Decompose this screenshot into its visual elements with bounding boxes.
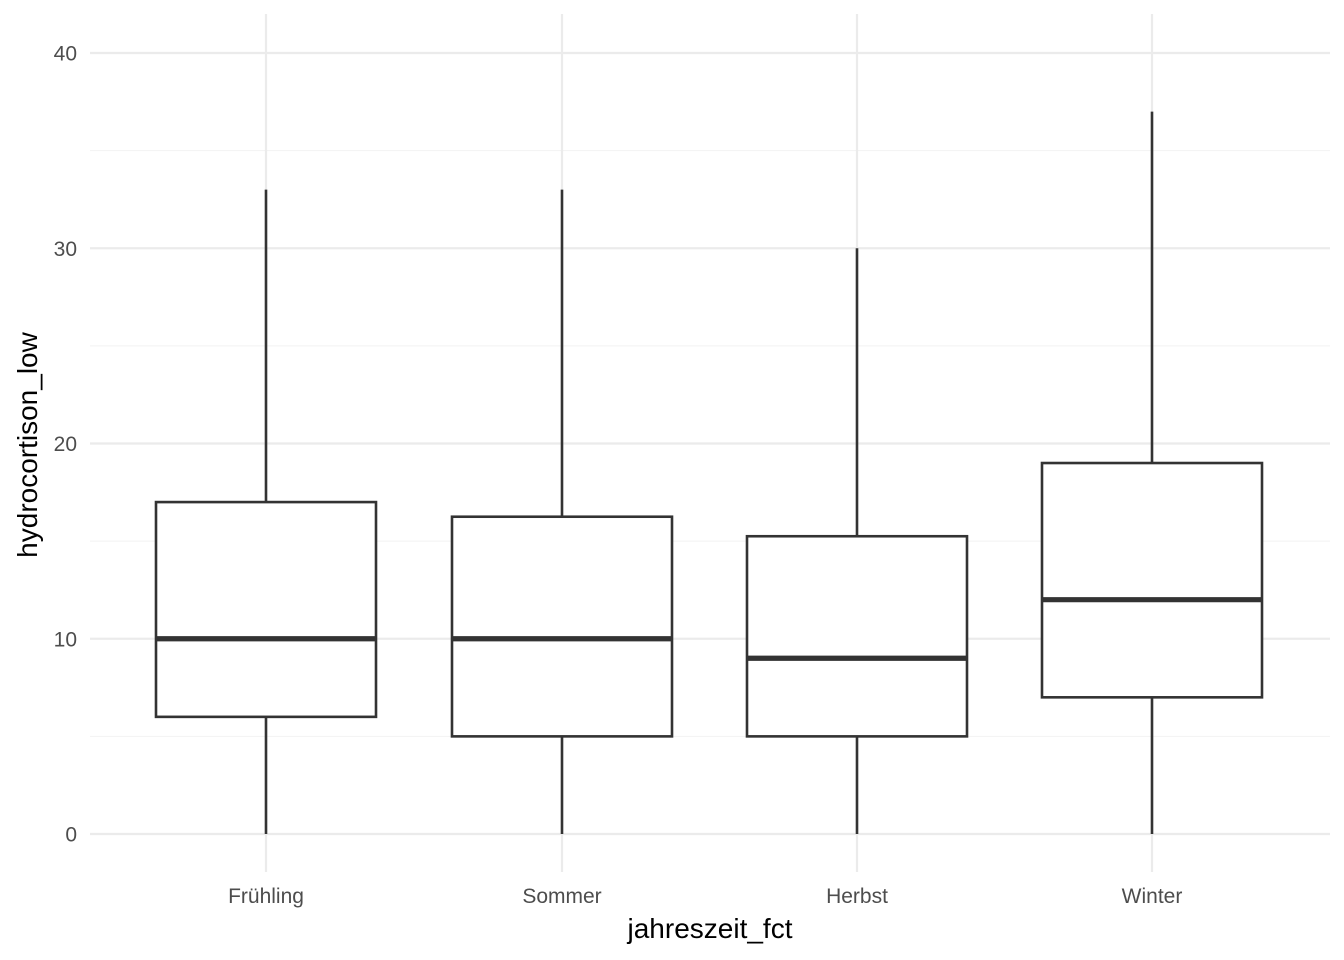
grid-layer xyxy=(90,14,1330,872)
y-tick-label: 40 xyxy=(54,43,77,66)
y-axis-title: hydrocortison_low xyxy=(12,331,43,557)
box-layer xyxy=(154,111,1264,834)
y-tick-label: 10 xyxy=(54,628,77,651)
y-tick-label: 20 xyxy=(54,433,77,456)
box-body xyxy=(745,534,969,738)
x-tick-label: Herbst xyxy=(826,885,888,908)
box-body xyxy=(154,500,378,719)
box-2 xyxy=(450,189,674,834)
box-3 xyxy=(745,248,969,834)
box-1 xyxy=(154,189,378,834)
box-body xyxy=(450,515,674,738)
x-axis-title: jahreszeit_fct xyxy=(627,913,793,944)
box-4 xyxy=(1040,111,1264,834)
y-tick-label: 0 xyxy=(65,824,77,847)
y-tick-label: 30 xyxy=(54,238,77,261)
x-tick-label: Winter xyxy=(1122,885,1183,908)
box-body xyxy=(1040,461,1264,699)
x-tick-label: Sommer xyxy=(522,885,601,908)
x-tick-label: Frühling xyxy=(228,885,304,908)
tick-label-layer: 0 10 20 30 40 Frühling Sommer Herbst Winter xyxy=(54,43,1183,909)
